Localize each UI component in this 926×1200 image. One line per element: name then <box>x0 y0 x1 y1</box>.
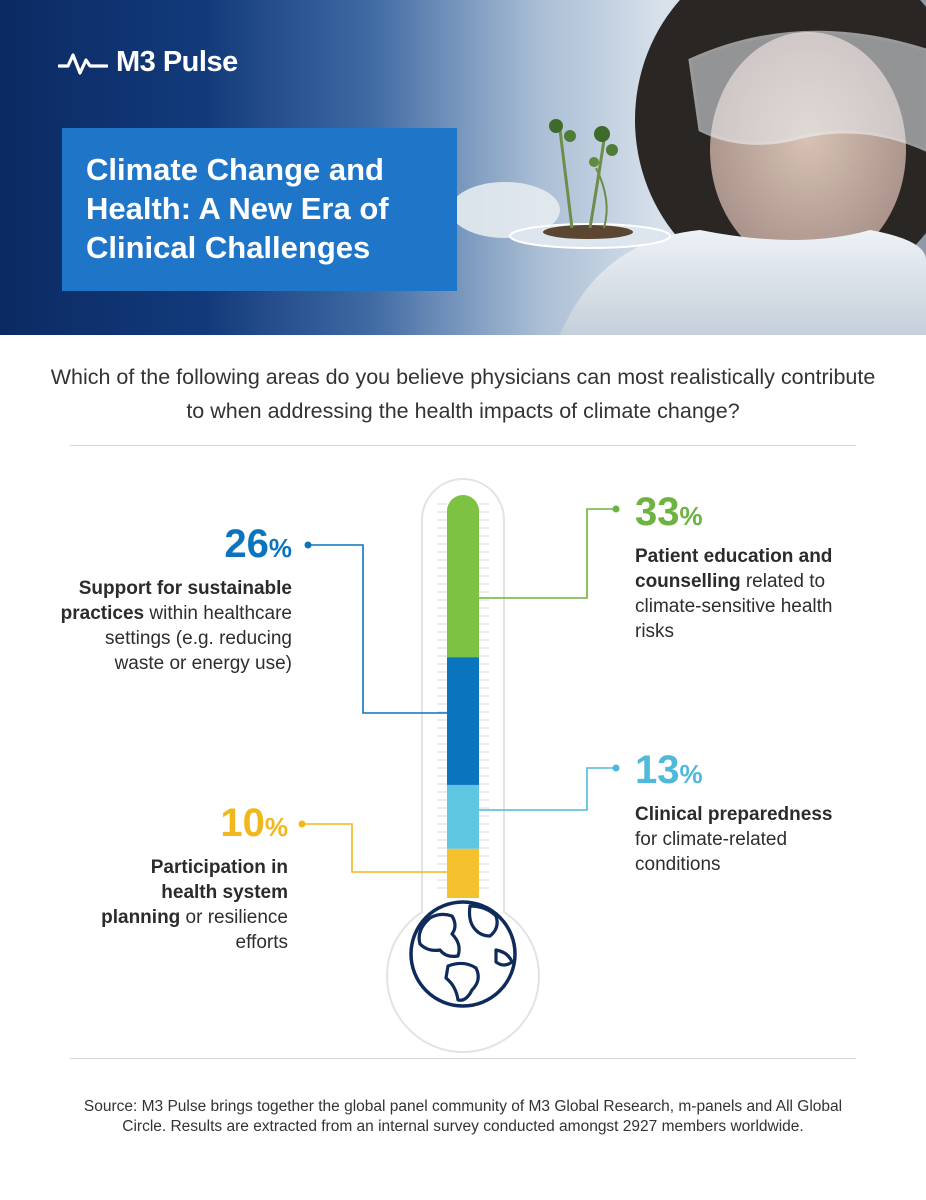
divider <box>70 445 856 446</box>
leader-line-2 <box>308 544 447 714</box>
callout-leader-lines <box>298 505 620 873</box>
bar-segment-2 <box>447 657 479 785</box>
callout-sustainable-practices: 26% Support for sustainable practices wi… <box>60 522 292 676</box>
callout-description: or resilience efforts <box>180 907 288 953</box>
callout-heading: Patient education and counselling <box>635 546 833 592</box>
scientist-photo <box>450 0 926 335</box>
callout-heading: Support for sustainable practices <box>60 578 292 624</box>
percent-value: 26% <box>224 522 292 566</box>
callout-clinical-preparedness: 13% Clinical preparedness for climate-re… <box>635 748 835 877</box>
source-note: Source: M3 Pulse brings together the glo… <box>83 1098 843 1135</box>
bar-segment-1 <box>447 495 479 658</box>
hero-banner: M3 Pulse Climate Change and Health: A Ne… <box>0 0 926 335</box>
percent-value: 33% <box>635 490 703 534</box>
leader-dot-1 <box>612 505 620 513</box>
globe-icon <box>409 900 517 1008</box>
leader-dot-2 <box>304 541 312 549</box>
callout-description: related to climate-sensitive health risk… <box>635 571 833 642</box>
callout-description: for climate-related conditions <box>635 829 788 875</box>
divider <box>70 1058 856 1059</box>
thermometer-ticks <box>437 503 489 889</box>
percent-value: 13% <box>635 748 703 792</box>
leader-line-1 <box>479 508 616 599</box>
page-title: Climate Change and Health: A New Era of … <box>86 152 389 265</box>
leader-dot-3 <box>612 764 620 772</box>
percent-value: 10% <box>220 801 288 845</box>
callout-health-system-planning: 10% Participation in health system plann… <box>90 801 288 955</box>
bar-segment-3 <box>447 784 479 849</box>
callout-heading: Clinical preparedness <box>635 804 833 825</box>
callout-heading: Participation in health system planning <box>101 857 288 928</box>
title-box: Climate Change and Health: A New Era of … <box>62 128 457 291</box>
leader-dot-4 <box>298 820 306 828</box>
thermometer-segments <box>447 495 479 898</box>
callout-description: within healthcare settings (e.g. reducin… <box>105 603 292 674</box>
pulse-wave-icon <box>58 52 108 75</box>
brand-name: M3 Pulse <box>116 46 238 78</box>
leader-line-3 <box>479 767 616 811</box>
bar-segment-4 <box>447 848 479 898</box>
callout-patient-education: 33% Patient education and counselling re… <box>635 490 865 644</box>
leader-line-4 <box>302 823 447 873</box>
m3-pulse-logo: M3 Pulse <box>58 46 238 79</box>
survey-question: Which of the following areas do you beli… <box>50 365 876 423</box>
